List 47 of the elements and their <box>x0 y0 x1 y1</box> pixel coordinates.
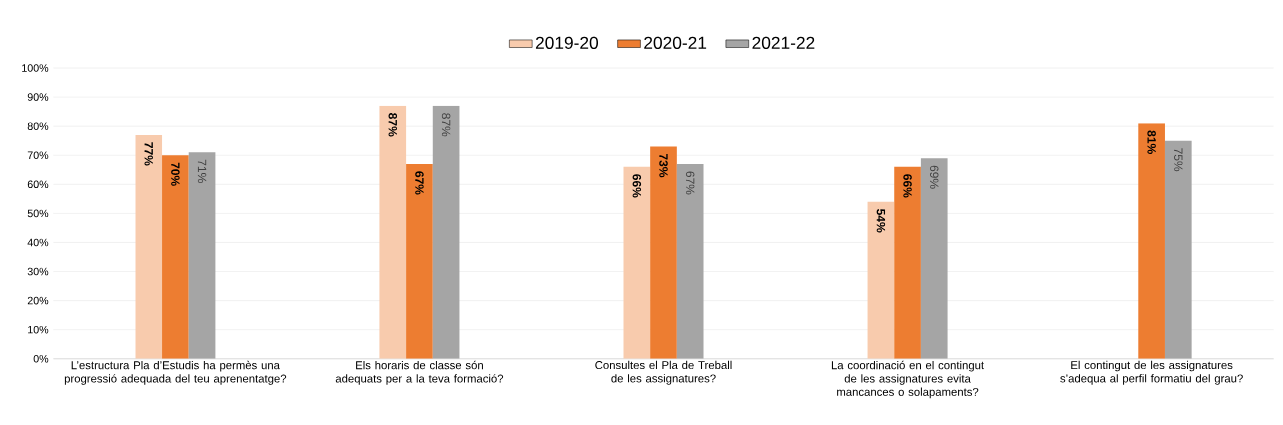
data-label: 87% <box>388 112 398 137</box>
bar <box>650 146 677 359</box>
legend-label: 2020-21 <box>644 36 707 49</box>
x-tick-label: Els horaris de classe són adequats per a la teva formació? <box>335 360 504 385</box>
bar <box>188 152 216 359</box>
data-label: 69% <box>929 165 939 189</box>
y-tick-label: 30% <box>27 267 49 276</box>
x-tick-label: Consultes el Pla de Treball de les assignatures? <box>595 360 732 385</box>
data-label: 75% <box>1174 148 1183 172</box>
y-tick-label: 60% <box>27 180 49 188</box>
y-tick-label: 20% <box>27 296 49 305</box>
bar <box>379 105 407 359</box>
bar <box>406 163 433 359</box>
data-label: 67% <box>685 171 695 195</box>
y-tick-label: 10% <box>28 325 49 334</box>
bar <box>162 155 189 359</box>
y-tick-label: 40% <box>27 238 49 247</box>
data-label: 66% <box>632 174 642 198</box>
bar <box>1138 123 1165 359</box>
data-label: 70% <box>171 162 180 186</box>
bar <box>135 134 163 359</box>
bar <box>623 166 651 359</box>
y-tick-label: 70% <box>27 151 49 159</box>
y-tick-label: 90% <box>27 93 49 101</box>
bar <box>920 157 948 359</box>
data-label: 73% <box>659 153 668 177</box>
bar <box>867 201 895 359</box>
y-tick-label: 0% <box>33 354 49 363</box>
bar <box>1164 140 1192 359</box>
x-tick-label: L’estructura Pla d’Estudis ha permès una progressió adequada del teu aprenentatge? <box>64 360 287 385</box>
data-label: 67% <box>415 171 424 195</box>
x-tick-label: La coordinació en el contingut de les assignatures evita mancances o solapaments? <box>831 360 985 398</box>
legend-label: 2021-22 <box>752 36 815 49</box>
data-label: 81% <box>1147 130 1156 154</box>
y-tick-label: 80% <box>27 122 49 130</box>
data-label: 54% <box>876 208 886 233</box>
bar <box>676 163 704 359</box>
data-label: 77% <box>144 142 153 166</box>
bar <box>894 166 921 359</box>
data-label: 66% <box>903 174 912 198</box>
x-tick-label: El contingut de les assignatures s’adequa al perfil formatiu del grau? <box>1060 360 1243 385</box>
legend-label: 2019-20 <box>535 36 599 49</box>
y-tick-label: 50% <box>27 209 49 217</box>
y-tick-label: 100% <box>22 64 49 72</box>
bar <box>432 105 460 359</box>
data-label: 71% <box>197 159 207 183</box>
data-label: 87% <box>441 113 451 137</box>
